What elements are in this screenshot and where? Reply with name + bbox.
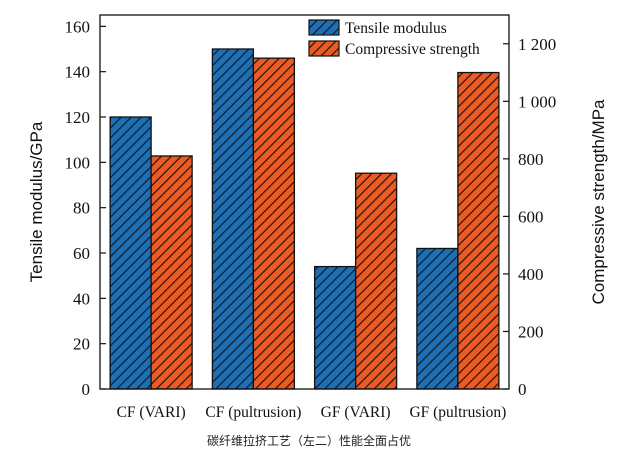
bar-tensile-modulus bbox=[416, 247, 459, 390]
x-tick-label: CF (VARI) bbox=[117, 404, 186, 421]
y-tick-label: 80 bbox=[73, 199, 90, 218]
y-tick-label: 140 bbox=[65, 63, 91, 82]
y-tick-label: 40 bbox=[73, 289, 90, 308]
y-tick-label: 120 bbox=[65, 108, 91, 127]
chart-caption: 碳纤维拉挤工艺（左二）性能全面占优 bbox=[206, 434, 411, 448]
bar-tensile-modulus bbox=[211, 48, 255, 390]
x-tick-label: GF (VARI) bbox=[321, 404, 391, 421]
y-right-tick-label: 0 bbox=[518, 380, 527, 399]
y-tick-label: 160 bbox=[65, 17, 91, 36]
bar-compressive-strength bbox=[150, 155, 193, 390]
legend-label: Tensile modulus bbox=[345, 20, 447, 37]
y-right-tick-label: 800 bbox=[518, 150, 544, 169]
bar-compressive-strength bbox=[457, 71, 500, 390]
dual-axis-bar-chart: CF (VARI) CF (pultrusion) GF (VARI) GF (pul… bbox=[27, 14, 608, 421]
y-tick-label: 100 bbox=[65, 153, 91, 172]
y-tick-label: 20 bbox=[73, 335, 90, 354]
legend-label: Compressive strength bbox=[345, 41, 480, 58]
y-right-tick-label: 200 bbox=[518, 322, 544, 341]
y-right-tick-label: 1 000 bbox=[518, 92, 556, 111]
bar-compressive-strength bbox=[354, 172, 398, 390]
plot-frame bbox=[99, 14, 510, 390]
bar-tensile-modulus bbox=[313, 265, 357, 390]
legend-swatch bbox=[308, 19, 340, 36]
plot-area: CF (VARI) CF (pultrusion) GF (VARI) GF (pul… bbox=[27, 14, 608, 421]
y-tick-label: 60 bbox=[73, 244, 90, 263]
y-right-tick-label: 600 bbox=[518, 207, 544, 226]
y-right-tick-label: 400 bbox=[518, 265, 544, 284]
bar-tensile-modulus bbox=[109, 116, 152, 390]
y-tick-label: 0 bbox=[82, 380, 91, 399]
y-right-tick-label: 1 200 bbox=[518, 35, 556, 54]
bar-compressive-strength bbox=[252, 57, 296, 390]
x-tick-label: GF (pultrusion) bbox=[409, 404, 506, 421]
legend-swatch bbox=[308, 40, 340, 57]
y-right-axis-title: Compressive strength/MPa bbox=[589, 99, 608, 305]
y-axis-title: Tensile modulus/GPa bbox=[27, 121, 46, 282]
x-tick-label: CF (pultrusion) bbox=[205, 404, 301, 421]
